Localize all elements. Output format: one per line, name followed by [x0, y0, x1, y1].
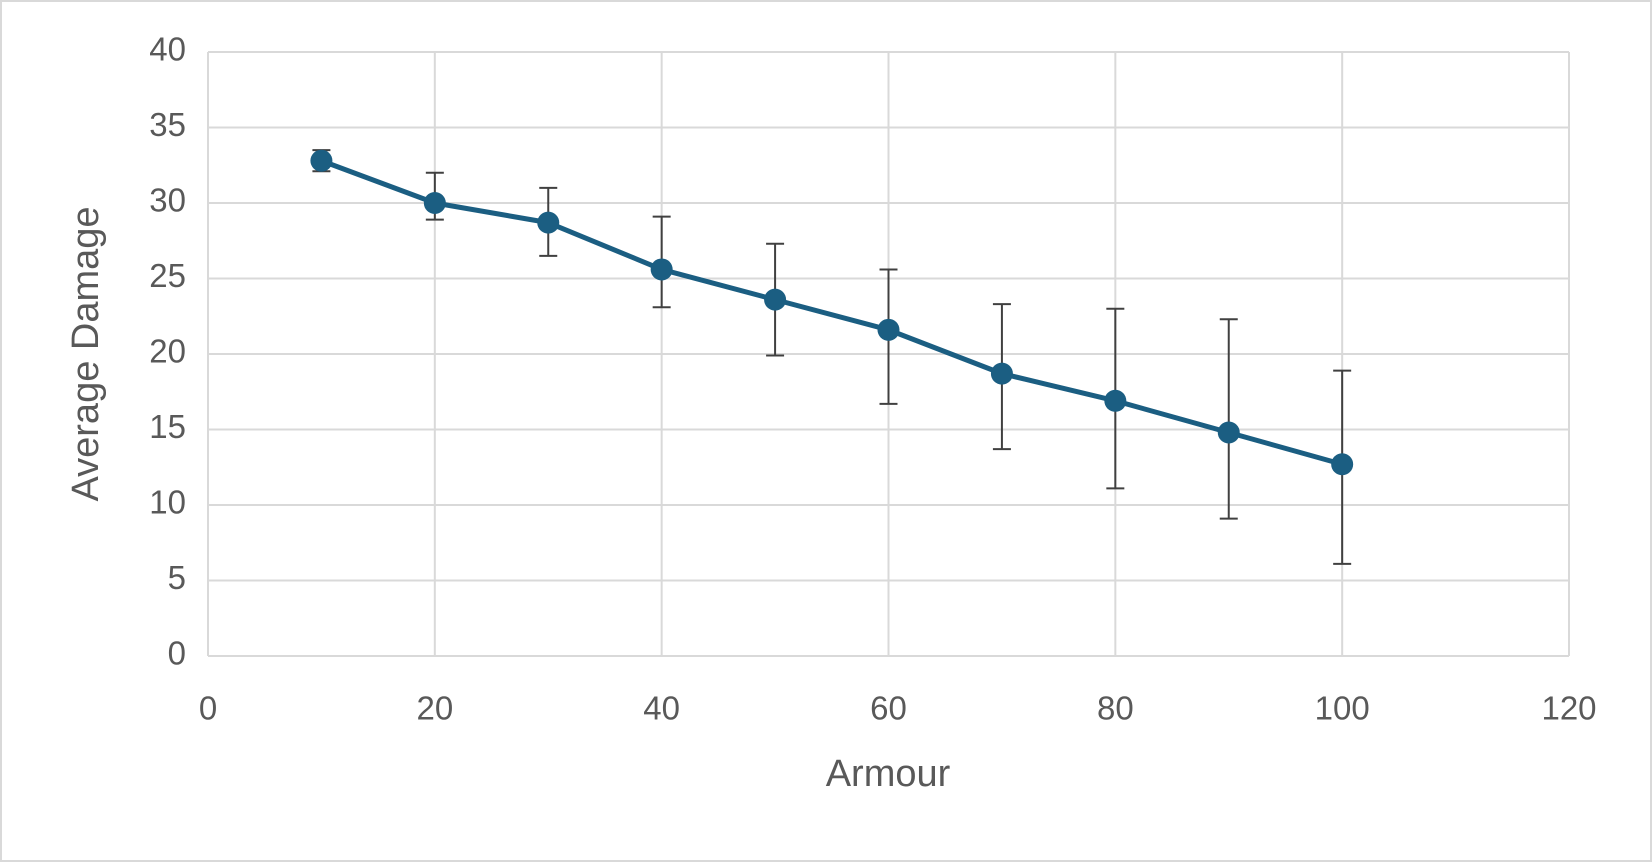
x-tick-label: 40	[643, 690, 680, 727]
y-tick-label: 0	[168, 635, 186, 672]
y-tick-label: 40	[149, 31, 186, 68]
data-point	[764, 288, 787, 311]
data-point	[990, 362, 1013, 385]
y-tick-label: 20	[149, 333, 186, 370]
data-point	[310, 149, 333, 172]
data-point	[1104, 389, 1127, 412]
y-axis-label: Average Damage	[65, 206, 107, 501]
x-tick-label: 60	[870, 690, 907, 727]
x-tick-label: 20	[416, 690, 453, 727]
y-tick-label: 15	[149, 408, 186, 445]
y-tick-label: 25	[149, 257, 186, 294]
data-point	[1217, 421, 1240, 444]
data-point	[537, 211, 560, 234]
y-tick-label: 10	[149, 484, 186, 521]
x-tick-label: 80	[1097, 690, 1134, 727]
data-line	[320, 158, 1343, 467]
x-axis-label: Armour	[826, 753, 951, 795]
x-tick-label: 100	[1315, 690, 1370, 727]
error-bar	[1219, 318, 1238, 520]
data-point	[650, 258, 673, 281]
data-point	[877, 318, 900, 341]
y-tick-label: 30	[149, 182, 186, 219]
x-tick-label: 120	[1541, 690, 1596, 727]
y-tick-label: 35	[149, 106, 186, 143]
data-point	[423, 192, 446, 214]
y-tick-label: 5	[168, 559, 186, 596]
data-point	[1331, 453, 1354, 476]
x-tick-label: 0	[199, 690, 217, 727]
